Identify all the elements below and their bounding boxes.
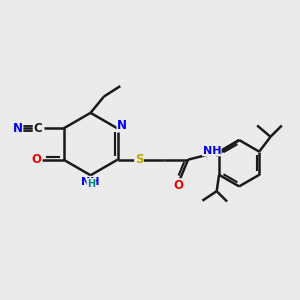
Text: C: C [33, 122, 42, 135]
Text: O: O [32, 153, 42, 166]
Text: S: S [135, 153, 143, 166]
Text: N: N [13, 122, 23, 135]
Text: NH: NH [81, 177, 100, 187]
Text: O: O [173, 179, 183, 192]
Text: N: N [117, 119, 127, 132]
Text: NH: NH [202, 146, 221, 156]
Text: H: H [87, 178, 95, 189]
